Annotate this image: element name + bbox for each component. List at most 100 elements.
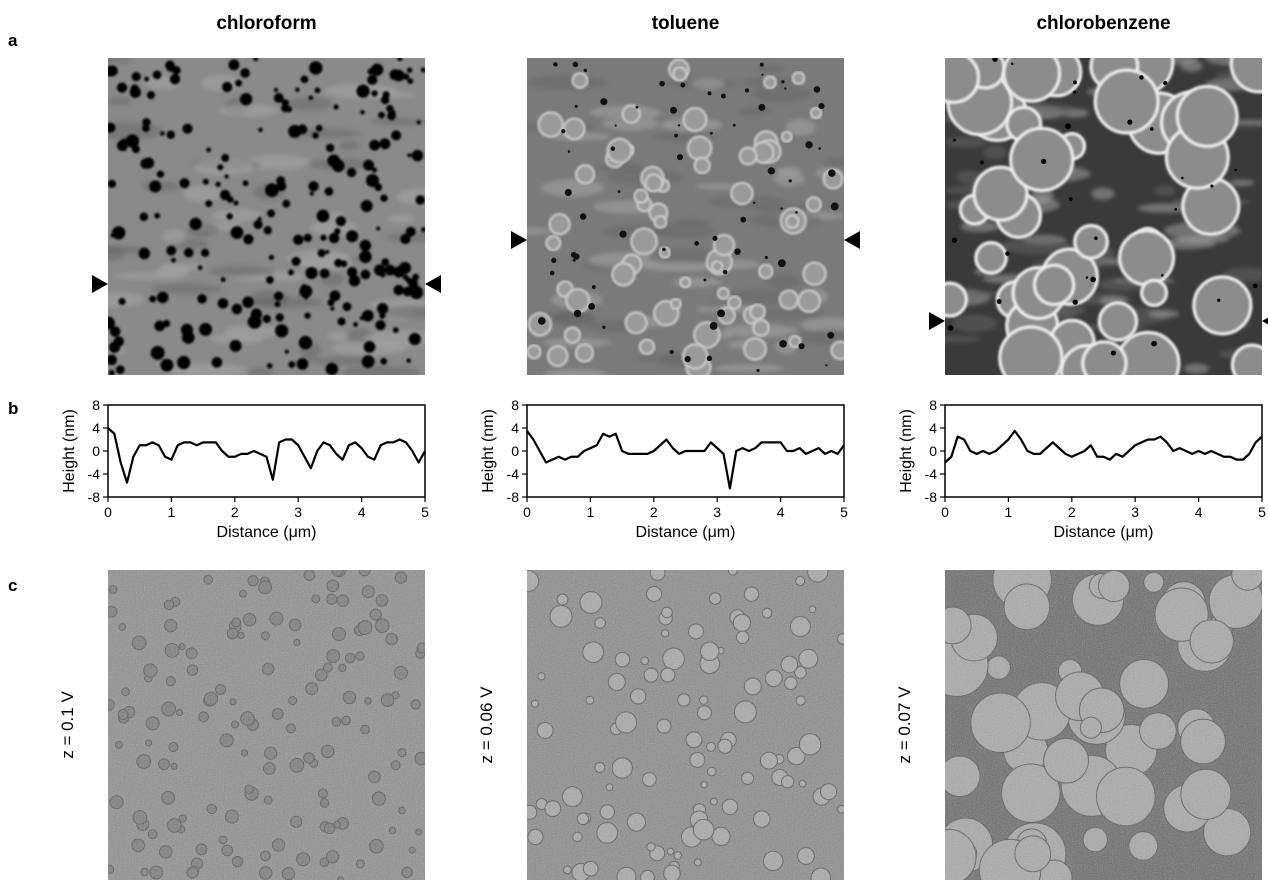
pit — [274, 93, 284, 103]
pit — [952, 238, 957, 243]
x-tick-label: 2 — [1068, 504, 1076, 520]
pit — [1163, 81, 1167, 85]
x-tick-label: 2 — [231, 504, 239, 520]
pit — [677, 154, 683, 160]
y-tick-label: -4 — [88, 466, 101, 482]
pit — [144, 77, 149, 82]
panel-label: c — [8, 576, 17, 595]
page: { "panel_labels": ["a", "b", "c"], "colu… — [0, 0, 1268, 880]
pit — [1161, 274, 1164, 277]
pit — [825, 364, 827, 366]
profile-line — [108, 428, 425, 483]
pit — [222, 82, 232, 92]
pit — [304, 234, 312, 242]
pit — [203, 179, 209, 185]
pit — [381, 258, 389, 266]
texture — [107, 97, 132, 104]
afm-phase-image — [920, 550, 1263, 880]
pit — [369, 140, 380, 151]
pit — [140, 213, 148, 221]
y-axis-label: Height (nm) — [480, 409, 497, 493]
pit — [704, 278, 707, 281]
pit — [1005, 251, 1009, 255]
domain — [811, 108, 821, 118]
domain — [1011, 128, 1073, 190]
domain — [550, 214, 570, 234]
pit — [784, 87, 786, 89]
pit — [412, 274, 419, 281]
domain — [807, 197, 821, 211]
domain — [1004, 45, 1060, 101]
pit — [346, 230, 358, 242]
domain — [1141, 280, 1166, 305]
domain — [673, 67, 686, 80]
pit — [753, 202, 755, 204]
pit — [325, 187, 334, 196]
texture — [388, 215, 415, 224]
pit — [295, 88, 299, 92]
texture — [528, 75, 607, 90]
pit — [269, 255, 274, 260]
pit — [177, 356, 190, 369]
pit — [551, 258, 556, 263]
pit — [758, 104, 765, 111]
pit — [361, 200, 373, 212]
marker-arrow — [92, 275, 108, 293]
pit — [372, 167, 377, 172]
domain — [631, 229, 657, 255]
pit — [166, 246, 176, 256]
pit — [160, 131, 164, 135]
pit — [565, 189, 572, 196]
pit — [306, 267, 318, 279]
pit — [258, 128, 263, 133]
pit — [217, 164, 223, 170]
domain — [731, 183, 752, 204]
pit — [147, 91, 155, 99]
y-tick-label: 8 — [511, 397, 519, 413]
texture — [541, 179, 604, 197]
pit — [795, 211, 798, 214]
y-tick-label: 8 — [92, 397, 100, 413]
pit — [1217, 299, 1220, 302]
pit — [733, 124, 736, 127]
pit — [185, 249, 193, 257]
pit — [347, 168, 356, 177]
x-tick-label: 4 — [358, 504, 366, 520]
pit — [316, 125, 323, 132]
pit — [326, 144, 334, 152]
pit — [206, 148, 211, 153]
pit — [717, 309, 725, 317]
pit — [403, 73, 409, 79]
pit — [118, 298, 125, 305]
pit — [1073, 91, 1076, 94]
texture — [924, 336, 983, 343]
texture — [220, 105, 280, 117]
pit — [266, 276, 274, 284]
pit — [264, 226, 272, 234]
pit — [818, 147, 821, 150]
pit — [157, 292, 169, 304]
texture — [339, 141, 360, 150]
domain — [1194, 277, 1251, 334]
texture — [89, 346, 126, 355]
pit — [309, 61, 322, 74]
pit — [765, 256, 768, 259]
pit — [407, 153, 411, 157]
image-noise — [108, 570, 425, 880]
pit — [574, 310, 581, 317]
afm-height-image — [924, 31, 1268, 398]
pit — [106, 355, 117, 366]
pit — [275, 301, 281, 307]
y-axis-label: Height (nm) — [898, 409, 915, 493]
pit — [276, 313, 284, 321]
pit — [167, 130, 175, 138]
pit — [680, 83, 685, 88]
domain — [612, 263, 634, 285]
pit — [360, 240, 372, 252]
pit — [170, 74, 180, 84]
pit — [161, 359, 174, 372]
pit — [114, 336, 124, 346]
pit — [538, 317, 546, 325]
texture — [544, 369, 607, 378]
pit — [298, 124, 308, 134]
